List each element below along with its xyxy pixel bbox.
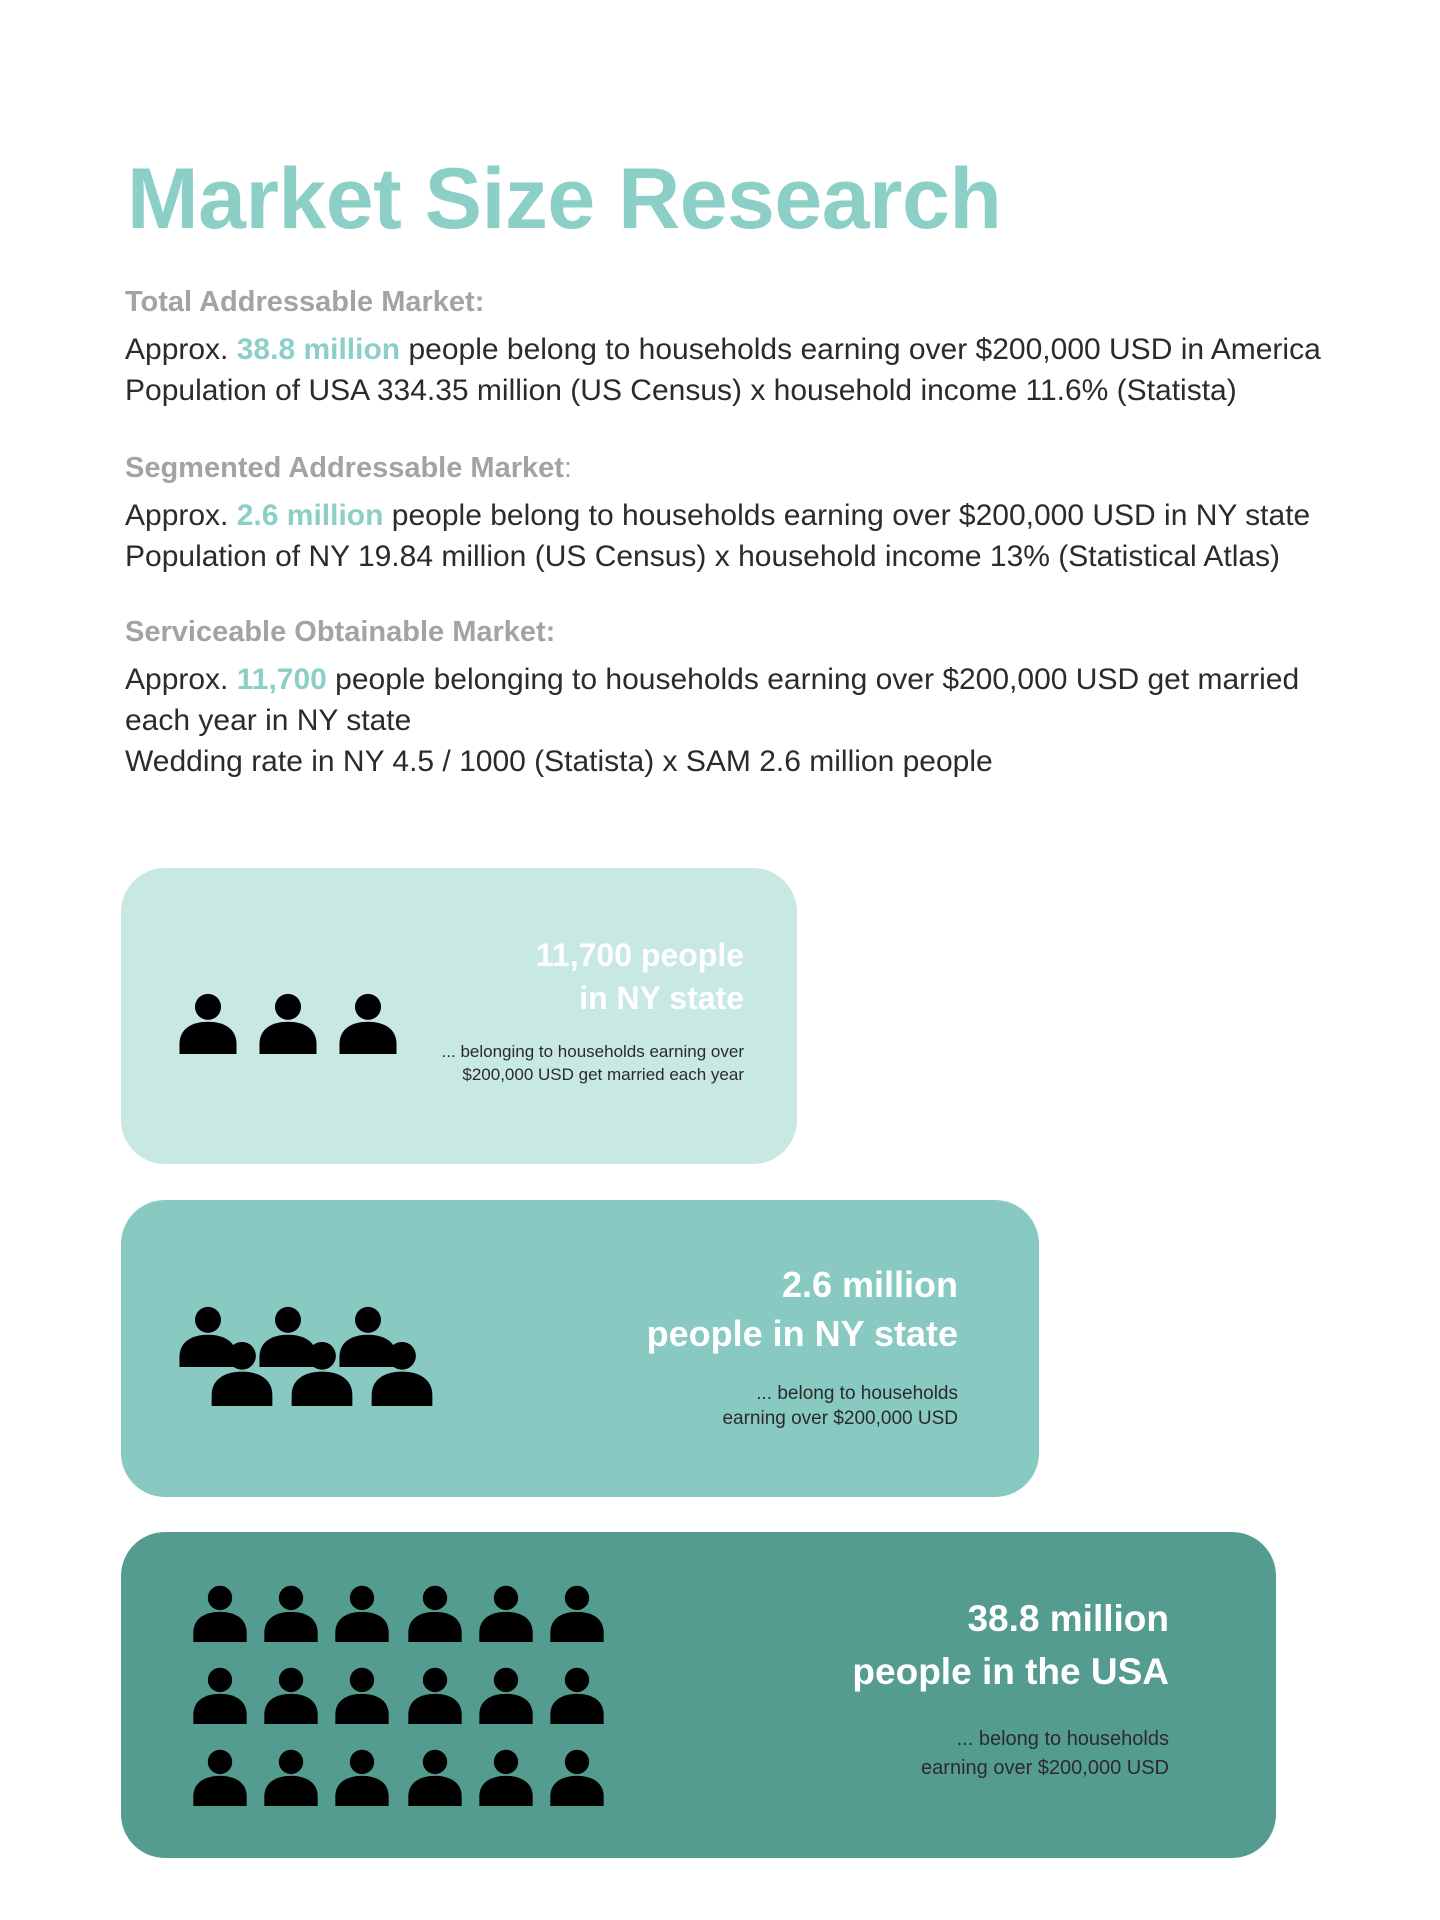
person-icon — [262, 1584, 320, 1642]
section-heading: Total Addressable Market: — [125, 286, 485, 318]
person-icon — [369, 1340, 435, 1406]
card-caption: ... belonging to households earning over… — [441, 1042, 744, 1084]
card-caption: ... belong to households earning over $20… — [921, 1728, 1169, 1779]
person-icon — [333, 1748, 391, 1806]
person-icon — [262, 1748, 320, 1806]
highlight-value: 2.6 million — [236, 499, 384, 532]
person-icon — [406, 1666, 464, 1724]
person-icon — [337, 992, 399, 1054]
highlight-value: 38.8 million — [236, 333, 401, 366]
section-source-line: Wedding rate in NY 4.5 / 1000 (Statista)… — [125, 745, 993, 778]
card-som: 11,700 people in NY state ... belonging t… — [121, 868, 797, 1164]
section-line: Approx. 2.6 million people belong to hou… — [125, 499, 1311, 532]
person-icon — [191, 1748, 249, 1806]
card-tam: 38.8 million people in the USA ... belong… — [121, 1532, 1276, 1858]
person-icon — [406, 1748, 464, 1806]
person-icon — [333, 1584, 391, 1642]
section-line: Approx. 38.8 million people belong to ho… — [125, 333, 1321, 366]
section-heading: Serviceable Obtainable Market: — [125, 616, 556, 648]
person-icon — [477, 1584, 535, 1642]
person-icon — [177, 992, 239, 1054]
section-line-continued: each year in NY state — [125, 704, 412, 737]
person-icon — [257, 992, 319, 1054]
person-icon — [262, 1666, 320, 1724]
section-total-addressable-market: Total Addressable Market: Approx. 38.8 m… — [125, 286, 1345, 411]
card-headline: 38.8 million people in the USA — [852, 1598, 1169, 1692]
section-line: Approx. 11,700 people belonging to house… — [125, 663, 1300, 696]
section-source-line: Population of NY 19.84 million (US Censu… — [125, 540, 1281, 573]
page-title: Market Size Research — [127, 151, 1002, 247]
person-icon — [406, 1584, 464, 1642]
section-segmented-addressable-market: Segmented Addressable Market: Approx. 2.… — [125, 452, 1345, 577]
section-source-line: Population of USA 334.35 million (US Cen… — [125, 374, 1237, 407]
highlight-value: 11,700 — [236, 663, 327, 696]
person-icon — [548, 1584, 606, 1642]
card-caption: ... belong to households earning over $20… — [722, 1383, 958, 1429]
person-icon — [477, 1748, 535, 1806]
person-icon — [548, 1666, 606, 1724]
person-icon — [257, 1305, 319, 1367]
person-icon — [337, 1305, 399, 1367]
section-heading: Segmented Addressable Market: — [125, 452, 572, 484]
person-icon — [548, 1748, 606, 1806]
person-icon — [333, 1666, 391, 1724]
person-icon — [177, 1305, 239, 1367]
section-serviceable-obtainable-market: Serviceable Obtainable Market: Approx. 1… — [125, 616, 1345, 782]
person-icon — [477, 1666, 535, 1724]
person-icon — [209, 1340, 275, 1406]
person-icon — [289, 1340, 355, 1406]
person-icon — [191, 1666, 249, 1724]
card-headline: 2.6 million people in NY state — [646, 1264, 958, 1354]
card-headline: 11,700 people in NY state — [535, 937, 744, 1016]
person-icon — [191, 1584, 249, 1642]
card-sam: 2.6 million people in NY state ... belong… — [121, 1200, 1039, 1497]
